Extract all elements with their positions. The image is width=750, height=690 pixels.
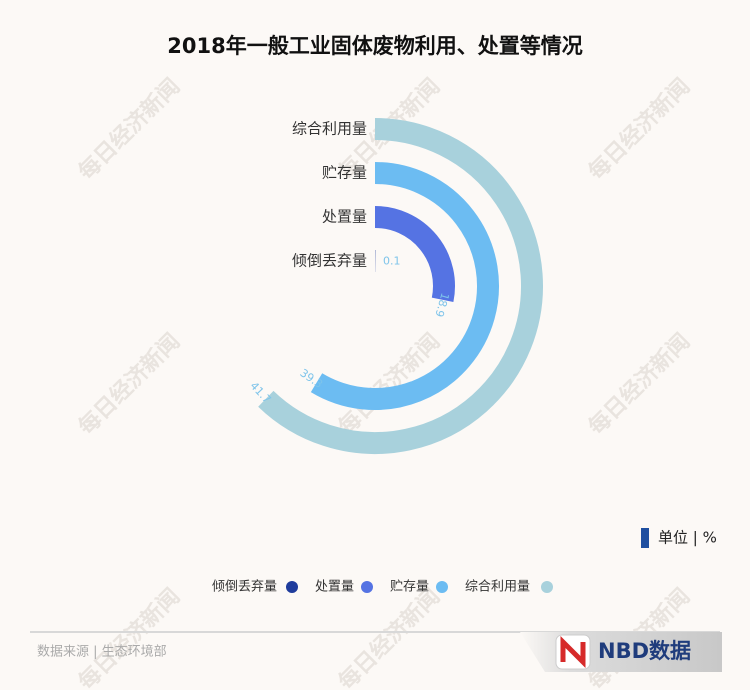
category-label: 倾倒丢弃量 [292, 252, 367, 270]
value-label: 18.9 [432, 291, 451, 318]
category-label: 综合利用量 [292, 120, 367, 138]
legend-marker [286, 581, 298, 593]
chart-title: 2018年一般工业固体废物利用、处置等情况 [167, 34, 582, 58]
watermark: 每日经济新闻 [73, 583, 185, 690]
logo-n [560, 635, 586, 669]
legend-label: 倾倒丢弃量 [212, 580, 277, 595]
legend-label: 处置量 [315, 580, 354, 595]
logo: NBD数据 [598, 639, 691, 663]
value-label: 0.1 [383, 254, 401, 267]
legend-label: 综合利用量 [465, 580, 530, 595]
unit-marker [641, 528, 649, 548]
legend-marker [361, 581, 373, 593]
watermark: 每日经济新闻 [583, 73, 695, 185]
bar [258, 118, 543, 454]
legend-label: 贮存量 [390, 580, 429, 595]
category-label: 贮存量 [322, 164, 367, 182]
legend-marker [541, 581, 553, 593]
source: 数据来源 | 生态环境部 [37, 645, 167, 660]
category-label: 处置量 [322, 208, 367, 226]
unit-label: 单位 | % [658, 529, 717, 547]
watermark: 每日经济新闻 [73, 73, 185, 185]
bar [310, 162, 499, 410]
bar [374, 206, 455, 303]
watermark: 每日经济新闻 [73, 328, 185, 440]
legend-marker [436, 581, 448, 593]
watermark: 每日经济新闻 [333, 583, 445, 690]
watermark: 每日经济新闻 [583, 328, 695, 440]
